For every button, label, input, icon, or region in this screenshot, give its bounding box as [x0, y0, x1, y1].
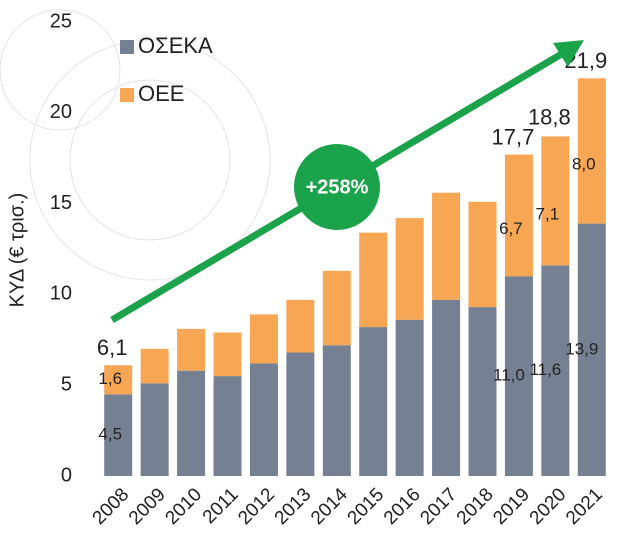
- x-tick-label: 2010: [161, 484, 206, 529]
- bar-segment: [249, 363, 278, 476]
- value-label: 8,0: [572, 154, 596, 173]
- bar-segment: [177, 328, 206, 371]
- x-tick-label: 2020: [526, 484, 571, 529]
- bar-segment: [322, 270, 351, 346]
- bar-segment: [395, 319, 424, 476]
- bar-segment: [577, 78, 606, 224]
- x-tick-label: 2013: [271, 484, 316, 529]
- bar-segment: [213, 332, 242, 377]
- bar-segment: [577, 223, 606, 476]
- background-decoration: [0, 9, 271, 281]
- bar-segment: [213, 376, 242, 476]
- legend-swatch: [120, 40, 134, 54]
- bar-segment: [140, 383, 169, 476]
- y-tick-label: 15: [50, 192, 72, 214]
- x-tick-label: 2016: [380, 484, 425, 529]
- x-tick-label: 2018: [453, 484, 498, 529]
- x-tick-label: 2009: [125, 484, 170, 529]
- bar-segment: [359, 232, 388, 328]
- bar-segment: [140, 348, 169, 384]
- bar-segment: [504, 276, 533, 476]
- value-label: 11,0: [493, 366, 525, 385]
- bar-segment: [104, 394, 133, 476]
- total-label: 18,8: [528, 104, 571, 129]
- x-tick-label: 2019: [489, 484, 534, 529]
- y-tick-label: 0: [61, 464, 72, 486]
- annotation-circle: [294, 144, 380, 230]
- bar-segment: [541, 136, 570, 266]
- bar-segment: [432, 192, 461, 300]
- value-label: 13,9: [565, 339, 598, 358]
- bar-segment: [395, 218, 424, 320]
- legend-swatch: [120, 88, 134, 102]
- bar-segment: [359, 327, 388, 476]
- total-label: 17,7: [492, 124, 535, 149]
- bar-segment: [104, 365, 133, 395]
- total-label: 6,1: [97, 335, 128, 360]
- x-tick-label: 2015: [344, 484, 389, 529]
- bar-segment: [504, 154, 533, 277]
- bar-segment: [541, 265, 570, 476]
- legend-label: ΟΣΕΚΑ: [138, 33, 213, 58]
- y-tick-label: 20: [50, 101, 72, 123]
- bar-segment: [177, 370, 206, 476]
- x-tick-label: 2011: [199, 484, 243, 528]
- bar-segment: [322, 345, 351, 476]
- annotation: +258%: [306, 176, 369, 198]
- bar-segment: [286, 352, 315, 476]
- bar-segment: [286, 299, 315, 353]
- value-label: 11,6: [529, 360, 561, 379]
- value-label: 7,1: [536, 204, 560, 223]
- y-axis-label: ΚΥΔ (€ τρισ.): [6, 193, 28, 308]
- y-tick-label: 5: [61, 373, 72, 395]
- legend-label: ΟΕΕ: [138, 81, 184, 106]
- bar-segment: [468, 307, 497, 476]
- value-label: 4,5: [98, 425, 122, 444]
- x-tick-label: 2014: [307, 484, 352, 529]
- value-label: 1,6: [98, 369, 122, 388]
- x-tick-label: 2008: [89, 484, 134, 529]
- x-tick-label: 2012: [234, 484, 279, 529]
- x-tick-label: 2017: [416, 484, 461, 529]
- y-tick-label: 25: [50, 10, 72, 32]
- bar-segment: [468, 201, 497, 308]
- arrow-head: [553, 40, 584, 67]
- bar-segment: [432, 299, 461, 476]
- bar-segment: [249, 314, 278, 364]
- y-tick-label: 10: [50, 283, 72, 305]
- x-tick-label: 2021: [562, 484, 607, 529]
- value-label: 6,7: [499, 219, 523, 238]
